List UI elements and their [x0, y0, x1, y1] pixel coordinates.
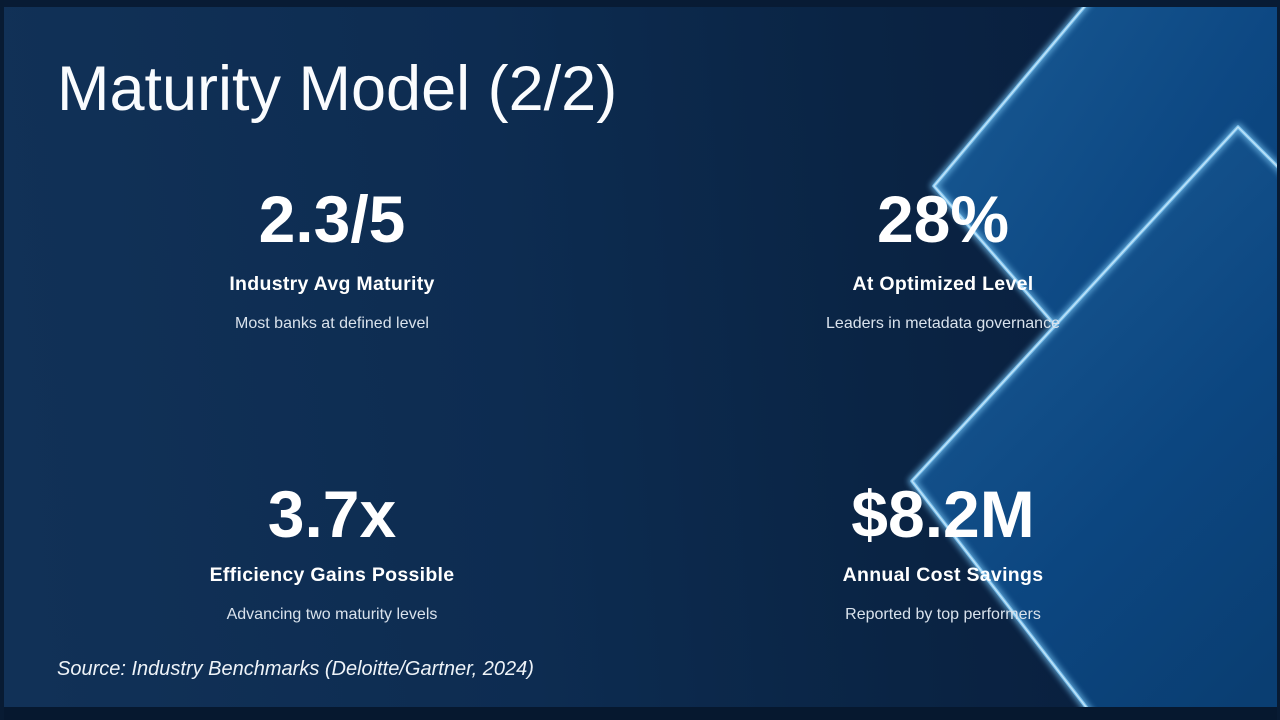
stat-sublabel: Most banks at defined level: [235, 314, 429, 332]
stat-value: 3.7x: [267, 477, 397, 551]
slide-title: Maturity Model (2/2): [57, 54, 618, 124]
lower-diamond-highlight: [911, 126, 1280, 720]
stat-value: $8.2M: [851, 477, 1035, 551]
stat-value: 28%: [876, 182, 1010, 256]
stat-sublabel: Advancing two maturity levels: [226, 605, 438, 623]
stat-annual-cost-savings: $8.2M Annual Cost Savings Reported by to…: [633, 481, 1253, 623]
stat-value: 2.3/5: [258, 182, 406, 256]
slide-frame-right: [1277, 0, 1280, 720]
stat-label: At Optimized Level: [852, 273, 1034, 295]
stat-industry-avg-maturity: 2.3/5 Industry Avg Maturity Most banks a…: [22, 186, 642, 332]
stat-sublabel: Reported by top performers: [845, 605, 1041, 623]
slide-frame-top: [0, 0, 1280, 7]
lower-diamond-fill: [912, 127, 1280, 720]
slide-frame-left: [0, 0, 4, 720]
stat-label: Annual Cost Savings: [842, 564, 1044, 586]
source-citation: Source: Industry Benchmarks (Deloitte/Ga…: [57, 658, 534, 680]
stat-efficiency-gains: 3.7x Efficiency Gains Possible Advancing…: [22, 481, 642, 623]
stat-label: Industry Avg Maturity: [229, 273, 435, 295]
stat-at-optimized-level: 28% At Optimized Level Leaders in metada…: [633, 186, 1253, 332]
stat-label: Efficiency Gains Possible: [209, 564, 455, 586]
stat-sublabel: Leaders in metadata governance: [826, 314, 1060, 332]
slide-frame-bottom: [0, 707, 1280, 720]
